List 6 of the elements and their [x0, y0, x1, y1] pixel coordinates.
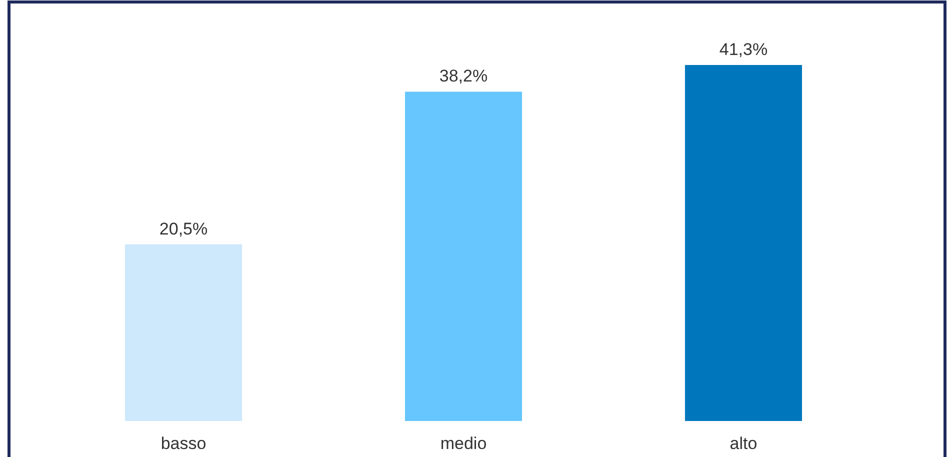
data-label: 20,5% [159, 219, 208, 238]
data-label: 38,2% [439, 66, 488, 86]
data-label: 41,3% [719, 40, 768, 59]
x-tick-label: medio [440, 434, 487, 453]
x-tick-label: alto [730, 434, 758, 453]
x-tick-label: basso [160, 434, 206, 453]
